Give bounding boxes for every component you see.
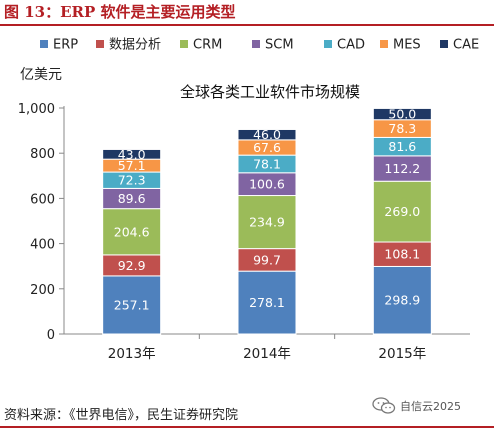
header-rule xyxy=(0,24,494,26)
legend-label-0: ERP xyxy=(53,38,78,53)
data-label-2-1: 108.1 xyxy=(384,247,420,262)
legend-swatch-4 xyxy=(324,40,332,48)
data-label-1-3: 100.6 xyxy=(249,177,285,192)
data-label-2-6: 50.0 xyxy=(388,107,416,122)
legend-label-4: CAD xyxy=(337,38,365,53)
x-tick-label-2: 2015年 xyxy=(378,346,426,362)
y-tick-label-5: 1,000 xyxy=(18,102,55,117)
data-label-1-0: 278.1 xyxy=(249,295,285,310)
data-label-0-2: 204.6 xyxy=(114,224,150,239)
data-label-2-0: 298.9 xyxy=(384,293,420,308)
figure-title: 图 13：ERP 软件是主要运用类型 xyxy=(4,3,236,21)
bar-2-6 xyxy=(372,107,432,121)
data-label-0-3: 89.6 xyxy=(118,191,146,206)
data-label-2-2: 269.0 xyxy=(384,204,420,219)
legend-swatch-2 xyxy=(180,40,188,48)
legend-label-1: 数据分析 xyxy=(109,38,161,53)
bar-1-2 xyxy=(237,195,297,250)
watermark: 自信云2025 xyxy=(372,395,461,417)
x-tick-label-1: 2014年 xyxy=(243,346,291,362)
bar-2-3 xyxy=(372,155,432,182)
x-tick-label-0: 2013年 xyxy=(108,346,156,362)
data-label-0-5: 57.1 xyxy=(118,158,146,173)
y-tick-label-1: 200 xyxy=(30,283,55,298)
bar-0-6 xyxy=(102,148,162,160)
data-label-0-0: 257.1 xyxy=(114,297,150,312)
legend-label-6: CAE xyxy=(453,38,479,53)
footer-rule xyxy=(0,426,494,428)
data-label-2-5: 78.3 xyxy=(388,121,416,136)
bar-2-0 xyxy=(372,265,432,335)
legend-label-3: SCM xyxy=(265,38,294,53)
legend-label-2: CRM xyxy=(193,38,222,53)
y-tick-label-2: 400 xyxy=(30,238,55,253)
y-tick-label-0: 0 xyxy=(47,328,55,343)
data-label-1-2: 234.9 xyxy=(249,215,285,230)
y-tick-label-4: 800 xyxy=(30,147,55,162)
data-label-0-6: 43.0 xyxy=(118,147,146,162)
bar-2-1 xyxy=(372,241,432,267)
legend-swatch-1 xyxy=(96,40,104,48)
legend-label-5: MES xyxy=(393,38,421,53)
legend-swatch-0 xyxy=(40,40,48,48)
legend-swatch-3 xyxy=(252,40,260,48)
legend-swatch-5 xyxy=(380,40,388,48)
bar-0-0 xyxy=(102,275,162,335)
data-label-0-4: 72.3 xyxy=(118,173,146,188)
data-label-1-4: 78.1 xyxy=(253,156,281,171)
source-note: 资料来源：《世界电信》，民生证券研究院 xyxy=(4,408,239,423)
bar-2-2 xyxy=(372,180,432,243)
wechat-icon xyxy=(372,397,396,414)
data-label-1-5: 67.6 xyxy=(253,140,281,155)
y-tick-label-3: 600 xyxy=(30,192,55,207)
bar-1-6 xyxy=(237,128,297,141)
bar-1-0 xyxy=(237,270,297,335)
data-label-1-1: 99.7 xyxy=(253,252,281,267)
watermark-text: 自信云2025 xyxy=(400,400,461,413)
y-axis-label: 亿美元 xyxy=(20,67,62,83)
data-label-2-4: 81.6 xyxy=(388,139,416,154)
chart-title: 全球各类工业软件市场规模 xyxy=(180,83,360,101)
data-label-1-6: 46.0 xyxy=(253,127,281,142)
legend-swatch-6 xyxy=(440,40,448,48)
data-label-0-1: 92.9 xyxy=(118,258,146,273)
data-label-2-3: 112.2 xyxy=(384,161,420,176)
bar-0-2 xyxy=(102,208,162,256)
